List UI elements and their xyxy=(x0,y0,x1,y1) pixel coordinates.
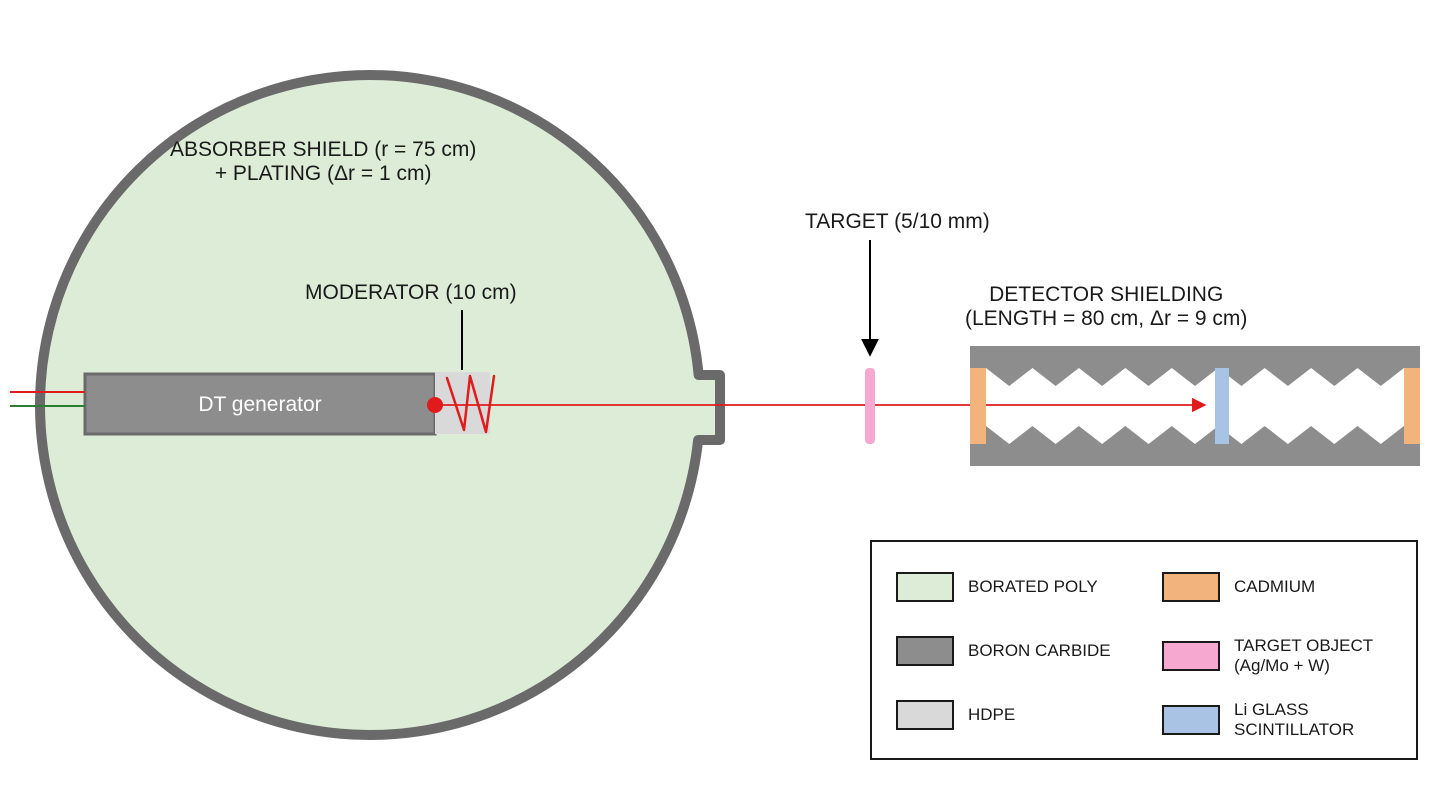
legend-swatch xyxy=(1162,705,1220,735)
absorber-shield-label: ABSORBER SHIELD (r = 75 cm) + PLATING (Δ… xyxy=(170,138,476,186)
legend-text: TARGET OBJECT (Ag/Mo + W) xyxy=(1234,636,1373,675)
li-glass-scintillator xyxy=(1215,368,1229,444)
cadmium-plate-right xyxy=(1404,368,1420,444)
detector-line2: (LENGTH = 80 cm, Δr = 9 cm) xyxy=(965,307,1247,330)
detector-line1: DETECTOR SHIELDING xyxy=(989,283,1223,306)
legend-item: HDPE xyxy=(896,700,1015,730)
legend-item: Li GLASS SCINTILLATOR xyxy=(1162,700,1354,739)
legend-swatch xyxy=(1162,641,1220,671)
cadmium-plate-left xyxy=(970,368,986,444)
detector-wall-bottom xyxy=(970,426,1420,466)
target-label: TARGET (5/10 mm) xyxy=(805,210,990,234)
legend-swatch xyxy=(1162,572,1220,602)
absorber-line2: + PLATING (Δr = 1 cm) xyxy=(215,162,432,185)
legend-text: BORON CARBIDE xyxy=(968,641,1111,661)
detector-wall-top xyxy=(970,346,1420,386)
absorber-line1: ABSORBER SHIELD (r = 75 cm) xyxy=(170,138,476,161)
legend-item: BORATED POLY xyxy=(896,572,1098,602)
legend-item: BORON CARBIDE xyxy=(896,636,1111,666)
detector-shielding-label: DETECTOR SHIELDING (LENGTH = 80 cm, Δr =… xyxy=(965,283,1247,331)
moderator-label: MODERATOR (10 cm) xyxy=(305,281,517,305)
legend-text: BORATED POLY xyxy=(968,577,1098,597)
dt-generator-label: DT generator xyxy=(198,393,321,416)
legend-text: Li GLASS SCINTILLATOR xyxy=(1234,700,1354,739)
target-object xyxy=(865,368,875,444)
legend-item: CADMIUM xyxy=(1162,572,1315,602)
materials-legend: BORATED POLY CADMIUM BORON CARBIDE TARGET O… xyxy=(870,540,1418,760)
legend-swatch xyxy=(896,636,954,666)
legend-swatch xyxy=(896,700,954,730)
legend-text: CADMIUM xyxy=(1234,577,1315,597)
legend-text: HDPE xyxy=(968,705,1015,725)
legend-item: TARGET OBJECT (Ag/Mo + W) xyxy=(1162,636,1373,675)
legend-swatch xyxy=(896,572,954,602)
